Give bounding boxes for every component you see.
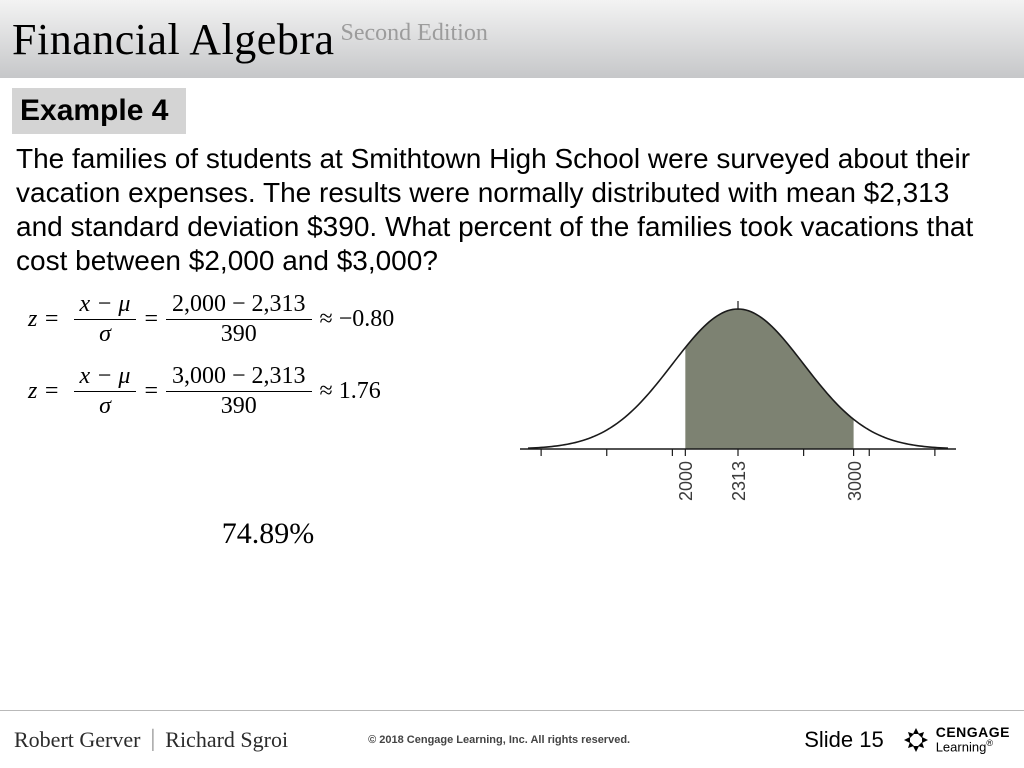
problem-statement: The families of students at Smithtown Hi… — [0, 142, 1024, 279]
slide-number: Slide 15 — [804, 727, 884, 753]
book-title: Financial Algebra — [12, 14, 335, 65]
z-score-formulas: z = x − μ σ = 2,000 − 2,313 390 ≈ −0.80 … — [28, 289, 508, 433]
copyright-text: © 2018 Cengage Learning, Inc. All rights… — [368, 734, 630, 746]
header-bar: Financial Algebra Second Edition — [0, 0, 1024, 78]
answer-percent: 74.89% — [28, 517, 508, 551]
book-edition: Second Edition — [341, 20, 488, 47]
axis-tick-label: 3000 — [845, 461, 866, 501]
worked-solution: z = x − μ σ = 2,000 − 2,313 390 ≈ −0.80 … — [0, 279, 1024, 489]
z-equation-2: z = x − μ σ = 3,000 − 2,313 390 ≈ 1.76 — [28, 361, 508, 423]
example-badge: Example 4 — [12, 88, 186, 134]
bell-curve-svg — [508, 289, 968, 489]
axis-tick-label: 2313 — [729, 461, 750, 501]
normal-curve-diagram: 200023133000 — [508, 289, 1004, 489]
z-equation-1: z = x − μ σ = 2,000 − 2,313 390 ≈ −0.80 — [28, 289, 508, 351]
author-separator: | — [150, 726, 155, 753]
publisher-logo-text: CENGAGE Learning® — [936, 726, 1010, 754]
authors: Robert Gerver | Richard Sgroi — [14, 726, 288, 753]
cengage-mark-icon — [902, 726, 930, 754]
axis-tick-label: 2000 — [676, 461, 697, 501]
author-2: Richard Sgroi — [165, 727, 288, 753]
publisher-logo: CENGAGE Learning® — [902, 726, 1010, 754]
footer-bar: Robert Gerver | Richard Sgroi © 2018 Cen… — [0, 710, 1024, 768]
author-1: Robert Gerver — [14, 727, 140, 753]
